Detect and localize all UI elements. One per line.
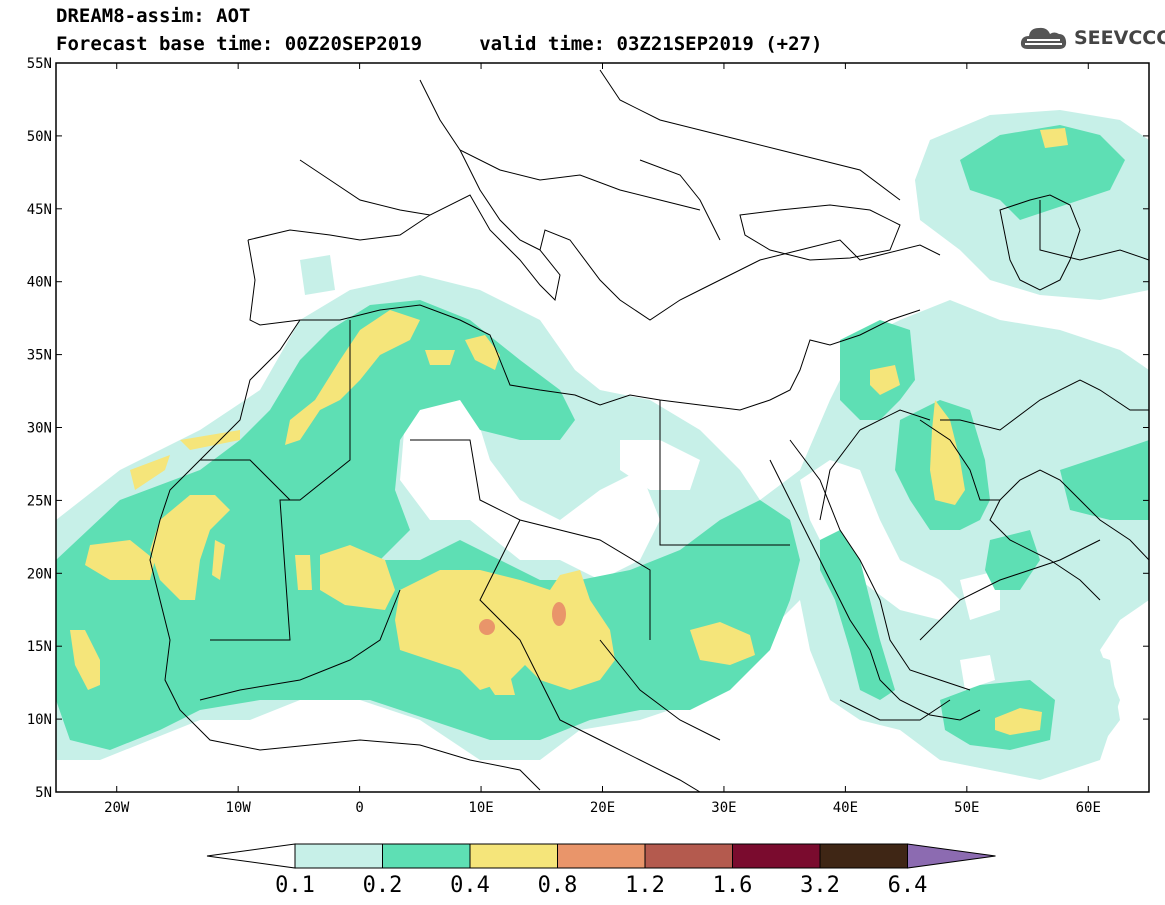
lat-tick-label: 30N <box>27 421 52 437</box>
colorbar-label: 1.2 <box>625 873 665 898</box>
lon-tick-label: 30E <box>711 800 736 816</box>
map-title: DREAM8-assim: AOT <box>56 5 251 27</box>
lon-tick-label: 20W <box>104 800 130 816</box>
seevccc-logo: SEEVCCC <box>1018 22 1165 54</box>
colorbar-bin <box>644 843 733 869</box>
colorbar-label: 0.8 <box>538 873 578 898</box>
lat-tick-label: 50N <box>27 129 52 145</box>
cloud-icon <box>1020 27 1067 49</box>
forecast-time-line: Forecast base time: 00Z20SEP2019 valid t… <box>56 33 823 55</box>
lon-tick-label: 10W <box>226 800 252 816</box>
colorbar-left-arrow <box>206 843 296 869</box>
colorbar-label: 1.6 <box>713 873 753 898</box>
colorbar-label: 0.4 <box>450 873 490 898</box>
lat-tick-label: 40N <box>27 275 52 291</box>
aot-level-0-8 <box>479 602 566 635</box>
lat-tick-label: 20N <box>27 566 52 582</box>
lat-tick-label: 5N <box>35 785 52 801</box>
lon-tick-label: 10E <box>468 800 493 816</box>
aot-contours <box>56 110 1149 780</box>
country-borders <box>149 69 1149 792</box>
colorbar-right-arrow <box>907 843 996 869</box>
lat-tick-label: 45N <box>27 202 52 218</box>
colorbar-bin <box>819 843 908 869</box>
colorbar-bin <box>469 843 558 869</box>
colorbar-bin <box>382 843 471 869</box>
colorbar-label: 3.2 <box>800 873 840 898</box>
lon-tick-label: 0 <box>355 800 363 816</box>
colorbar-label: 0.1 <box>275 873 315 898</box>
latitude-axis: 55N 50N 45N 40N 35N 30N 25N 20N 15N 10N 5N <box>27 56 1149 801</box>
lon-tick-label: 50E <box>954 800 979 816</box>
longitude-axis: 20W 10W 0 10E 20E 30E 40E 50E 60E <box>104 63 1101 816</box>
logo-text: SEEVCCC <box>1074 27 1165 49</box>
lon-tick-label: 40E <box>833 800 858 816</box>
lat-tick-label: 35N <box>27 348 52 364</box>
lat-tick-label: 15N <box>27 639 52 655</box>
lat-tick-label: 25N <box>27 493 52 509</box>
lat-tick-label: 10N <box>27 712 52 728</box>
aot-level-0-4 <box>70 128 1068 735</box>
lat-tick-label: 55N <box>27 56 52 72</box>
colorbar-label: 6.4 <box>888 873 928 898</box>
colorbar-bin <box>732 843 821 869</box>
colorbar-bin <box>294 843 383 869</box>
colorbar-bin <box>557 843 646 869</box>
lon-tick-label: 20E <box>590 800 615 816</box>
lon-tick-label: 60E <box>1076 800 1101 816</box>
colorbar-label: 0.2 <box>363 873 403 898</box>
colorbar: 0.1 0.2 0.4 0.8 1.2 1.6 3.2 6.4 <box>206 843 996 898</box>
